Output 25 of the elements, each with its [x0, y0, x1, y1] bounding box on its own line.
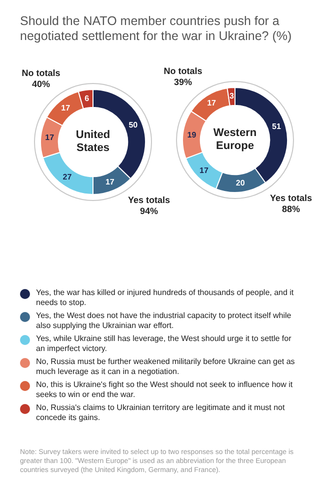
- data-label: 51: [272, 122, 282, 131]
- data-label: 17: [207, 98, 217, 108]
- data-label: 17: [200, 166, 209, 175]
- text: Western Europe: [212, 127, 258, 153]
- text: Yes totals 94%: [126, 195, 172, 217]
- chart-title: Should the NATO member countries push for a negotiated settlement for the war in Ukraine? (%): [20, 14, 293, 44]
- data-label: 17: [105, 177, 115, 186]
- data-label: 27: [62, 172, 72, 182]
- legend-label: No, Russia must be further weakened militarily before Ukraine can get as much leverage as it can in a negotiation.: [36, 357, 295, 376]
- text: No totals 40%: [20, 68, 62, 90]
- text: United States: [74, 129, 112, 155]
- legend-label: Yes, the West does not have the industrial capacity to protect itself while also supplying the Ukrainian war effort.: [36, 311, 292, 330]
- text: Yes totals 88%: [268, 193, 314, 215]
- data-label: 19: [187, 130, 197, 140]
- data-label: 20: [236, 178, 246, 188]
- data-label: 17: [61, 103, 71, 112]
- legend-label: Yes, the war has killed or injured hundreds of thousands of people, and it needs to stop.: [36, 288, 295, 307]
- text: No totals 39%: [162, 66, 204, 88]
- data-label: 6: [84, 94, 90, 104]
- legend-label: No, Russia's claims to Ukrainian territory are legitimate and it must not concede its gains.: [36, 403, 286, 422]
- data-label: 17: [45, 133, 55, 142]
- legend-label: Yes, while Ukraine still has leverage, the West should urge it to settle for an imperfect victory.: [36, 334, 292, 353]
- legend-label: No, this is Ukraine's fight so the West should not seek to influence how it seeks to win or end the war.: [36, 380, 294, 399]
- data-label: 3: [230, 92, 235, 101]
- data-label: 50: [128, 120, 138, 130]
